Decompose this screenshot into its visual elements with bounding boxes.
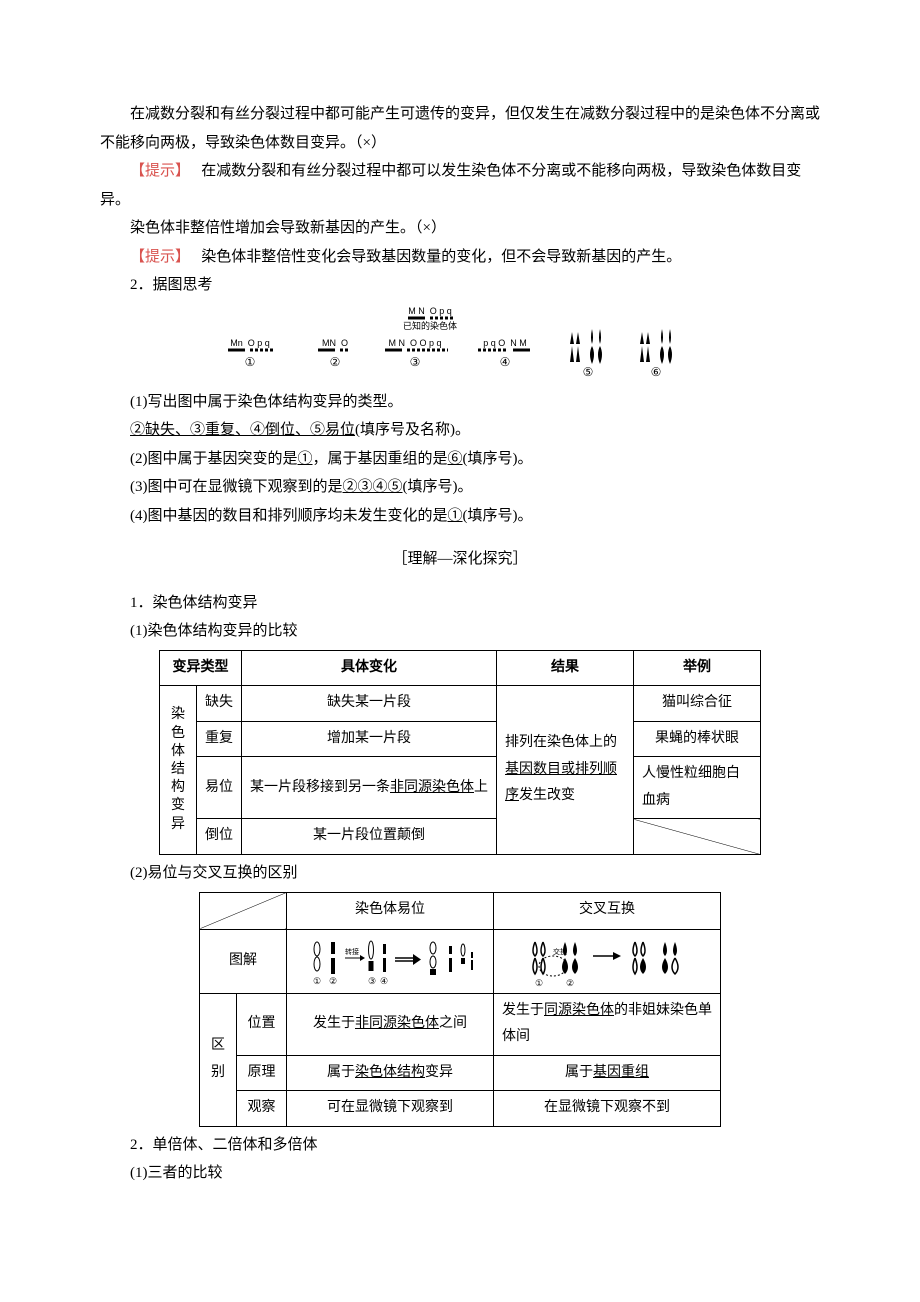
svg-text:④: ④ [380, 976, 388, 986]
th-type: 变异类型 [160, 650, 242, 686]
svg-text:①: ① [313, 976, 321, 986]
sec2-title: 2．单倍体、二倍体和多倍体 [100, 1131, 820, 1160]
cell: 发生于同源染色体的非姐妹染色单体间 [494, 993, 721, 1055]
sec2-sub1: (1)三者的比较 [100, 1159, 820, 1188]
result-cell: 排列在染色体上的基因数目或排列顺序发生改变 [497, 686, 634, 855]
row-type: 缺失 [197, 686, 242, 722]
row-example: 人慢性粒细胞白血病 [634, 757, 761, 819]
row-example: 猫叫综合征 [634, 686, 761, 722]
svg-text:④: ④ [500, 355, 511, 369]
group-label-2: 区别 [200, 993, 237, 1126]
row-type: 倒位 [197, 819, 242, 855]
item-11-text: 染色体非整倍性增加会导致新基因的产生。（×） [130, 220, 446, 236]
item-10-text: 在减数分裂和有丝分裂过程中都可能产生可遗传的变异，但仅发生在减数分裂过程中的是染… [100, 106, 820, 151]
svg-text:Mn O p q: Mn O p q [230, 338, 270, 348]
th-change: 具体变化 [242, 650, 497, 686]
cell: 可在显微镜下观察到 [287, 1091, 494, 1127]
hint-label: 【提示】 [130, 163, 190, 179]
sec1-sub1: (1)染色体结构变异的比较 [100, 617, 820, 646]
item-10-hint: 【提示】 在减数分裂和有丝分裂过程中都可以发生染色体不分离或不能移向两极，导致染… [100, 157, 820, 214]
svg-text:①: ① [245, 355, 256, 369]
svg-text:MN O: MN O [322, 338, 348, 348]
subheading: ［理解—深化探究］ [100, 545, 820, 574]
known-label: 已知的染色体 [403, 320, 457, 331]
row-change: 某一片段移接到另一条非同源染色体上 [242, 757, 497, 819]
svg-text:⑤: ⑤ [583, 365, 594, 379]
th-result: 结果 [497, 650, 634, 686]
sec-2-title: 2．据图思考 [100, 271, 820, 300]
hint-text-11: 染色体非整倍性变化会导致基因数量的变化，但不会导致新基因的产生。 [201, 249, 681, 265]
svg-text:②: ② [329, 976, 337, 986]
cell: 属于染色体结构变异 [287, 1055, 494, 1091]
chromosome-diagram: .lab { font-size: 9px; font-family: sans… [200, 304, 720, 384]
sec1-title: 1．染色体结构变异 [100, 589, 820, 618]
col1-head: 染色体易位 [287, 892, 494, 929]
q1-answer: ②缺失、③重复、④倒位、⑤易位(填序号及名称)。 [100, 416, 820, 445]
translocation-svg-cell: .t9{font-size:9px;font-family:sans-serif… [287, 929, 494, 993]
row-change: 某一片段位置颠倒 [242, 819, 497, 855]
row-label: 原理 [237, 1055, 287, 1091]
corner-diag [200, 892, 287, 929]
row-label: 位置 [237, 993, 287, 1055]
hint-label-11: 【提示】 [130, 249, 190, 265]
cell: 属于基因重组 [494, 1055, 721, 1091]
row-diagram-label: 图解 [200, 929, 287, 993]
hint-text: 在减数分裂和有丝分裂过程中都可以发生染色体不分离或不能移向两极，导致染色体数目变… [100, 163, 801, 208]
col2-head: 交叉互换 [494, 892, 721, 929]
translocation-vs-crossover-table: 染色体易位 交叉互换 图解 .t9{font-size:9px;font-fam… [199, 892, 721, 1127]
row-change: 缺失某一片段 [242, 686, 497, 722]
row-type: 易位 [197, 757, 242, 819]
row-label: 观察 [237, 1091, 287, 1127]
empty-diagonal [634, 819, 761, 855]
crossover-svg-cell: .t9b{font-size:9px;font-family:sans-seri… [494, 929, 721, 993]
item-10: 在减数分裂和有丝分裂过程中都可能产生可遗传的变异，但仅发生在减数分裂过程中的是染… [100, 100, 820, 157]
svg-text:⑥: ⑥ [651, 365, 662, 379]
chrom-pair-6 [640, 329, 672, 364]
group-label: 染色体结构变异染色体结构变异 [160, 686, 197, 855]
row-change: 增加某一片段 [242, 721, 497, 757]
svg-text:③: ③ [368, 976, 376, 986]
q4: (4)图中基因的数目和排列顺序均未发生变化的是①(填序号)。 [100, 502, 820, 531]
item-11-hint: 【提示】 染色体非整倍性变化会导致基因数量的变化，但不会导致新基因的产生。 [100, 243, 820, 272]
known-top: M N O p q [408, 306, 452, 316]
svg-text:转接: 转接 [345, 947, 359, 956]
svg-text:M N O O p q: M N O O p q [388, 338, 441, 348]
cell: 在显微镜下观察不到 [494, 1091, 721, 1127]
row-example: 果蝇的棒状眼 [634, 721, 761, 757]
svg-text:②: ② [330, 355, 341, 369]
svg-text:②: ② [566, 978, 574, 988]
th-example: 举例 [634, 650, 761, 686]
cell: 发生于非同源染色体之间 [287, 993, 494, 1055]
sec1-sub2: (2)易位与交叉互换的区别 [100, 859, 820, 888]
row-type: 重复 [197, 721, 242, 757]
q3: (3)图中可在显微镜下观察到的是②③④⑤(填序号)。 [100, 473, 820, 502]
item-11: 染色体非整倍性增加会导致新基因的产生。（×） [100, 214, 820, 243]
q2: (2)图中属于基因突变的是①，属于基因重组的是⑥(填序号)。 [100, 445, 820, 474]
svg-text:①: ① [535, 978, 543, 988]
svg-text:③: ③ [410, 355, 421, 369]
svg-text:p q O N M: p q O N M [483, 338, 527, 348]
structure-variation-table: 变异类型 具体变化 结果 举例 染色体结构变异染色体结构变异 缺失 缺失某一片段… [159, 650, 761, 856]
chrom-pair-5 [570, 329, 602, 364]
q1-lead: (1)写出图中属于染色体结构变异的类型。 [100, 388, 820, 417]
